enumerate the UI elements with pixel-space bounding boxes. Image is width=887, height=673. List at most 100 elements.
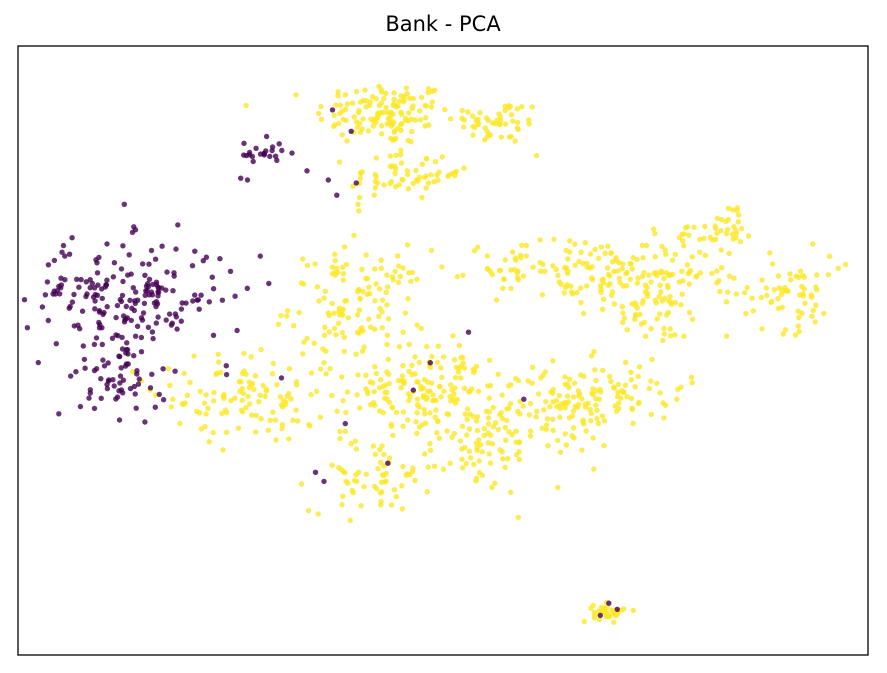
scatter-point-class-1 — [566, 384, 572, 391]
scatter-point-class-0 — [53, 341, 59, 347]
scatter-point-class-0 — [136, 376, 142, 382]
scatter-point-class-1 — [357, 326, 364, 333]
scatter-point-class-1 — [388, 421, 394, 427]
scatter-point-class-1 — [663, 269, 670, 276]
scatter-point-class-1 — [451, 357, 458, 363]
scatter-point-class-0 — [342, 420, 348, 427]
scatter-point-class-1 — [130, 369, 136, 375]
scatter-point-class-0 — [69, 299, 76, 305]
scatter-point-class-1 — [680, 238, 686, 244]
scatter-point-class-1 — [464, 406, 471, 412]
scatter-point-class-1 — [736, 212, 742, 218]
scatter-point-class-1 — [224, 429, 230, 435]
scatter-point-class-1 — [404, 168, 410, 174]
scatter-point-class-0 — [171, 270, 177, 276]
scatter-point-class-0 — [427, 360, 433, 366]
scatter-point-class-0 — [163, 317, 169, 323]
scatter-point-class-1 — [366, 316, 372, 322]
scatter-point-class-1 — [628, 369, 634, 375]
scatter-point-class-1 — [423, 185, 429, 191]
scatter-point-class-1 — [533, 414, 539, 420]
scatter-point-class-1 — [390, 111, 396, 118]
scatter-point-class-1 — [580, 260, 586, 267]
scatter-point-class-0 — [125, 351, 131, 357]
scatter-point-class-1 — [750, 308, 756, 314]
scatter-point-class-0 — [597, 612, 603, 619]
scatter-point-class-0 — [95, 282, 101, 288]
scatter-point-class-1 — [499, 392, 505, 398]
scatter-point-class-1 — [332, 269, 338, 276]
scatter-point-class-1 — [778, 291, 785, 298]
scatter-point-class-1 — [471, 248, 478, 254]
scatter-point-class-1 — [252, 373, 259, 379]
scatter-point-class-1 — [661, 325, 667, 332]
scatter-point-class-1 — [348, 441, 354, 447]
scatter-point-class-1 — [315, 511, 321, 517]
scatter-point-class-0 — [104, 304, 110, 310]
scatter-point-class-1 — [588, 605, 594, 611]
scatter-point-class-1 — [258, 346, 264, 353]
scatter-point-class-1 — [678, 302, 684, 308]
scatter-point-class-1 — [179, 401, 185, 407]
scatter-point-class-1 — [608, 250, 614, 256]
scatter-point-class-1 — [432, 159, 439, 165]
scatter-point-class-0 — [71, 323, 78, 329]
scatter-point-class-0 — [119, 334, 125, 341]
scatter-point-class-1 — [584, 264, 590, 270]
scatter-point-class-1 — [735, 219, 741, 225]
scatter-point-class-0 — [35, 359, 41, 366]
scatter-point-class-1 — [413, 419, 419, 425]
scatter-point-class-1 — [340, 271, 347, 277]
scatter-point-class-1 — [580, 418, 586, 425]
scatter-point-class-1 — [509, 431, 515, 438]
scatter-point-class-1 — [337, 102, 344, 109]
scatter-point-class-1 — [351, 232, 357, 239]
scatter-point-class-1 — [466, 426, 473, 432]
scatter-point-class-1 — [448, 398, 454, 404]
scatter-point-class-1 — [410, 95, 416, 102]
scatter-point-class-1 — [633, 311, 639, 318]
scatter-point-class-1 — [458, 375, 464, 381]
scatter-point-class-1 — [414, 396, 421, 402]
scatter-point-class-0 — [117, 353, 123, 360]
scatter-point-class-1 — [654, 380, 660, 387]
scatter-point-class-1 — [274, 382, 280, 388]
scatter-point-class-1 — [349, 100, 356, 106]
scatter-point-class-0 — [257, 253, 263, 259]
scatter-point-class-1 — [481, 425, 488, 432]
scatter-point-class-1 — [462, 411, 468, 417]
scatter-point-class-1 — [526, 117, 532, 123]
scatter-point-class-1 — [482, 125, 488, 131]
scatter-point-class-0 — [117, 373, 124, 379]
scatter-point-class-1 — [550, 416, 556, 422]
scatter-point-class-1 — [413, 167, 419, 174]
scatter-point-class-0 — [244, 285, 250, 291]
scatter-point-class-1 — [557, 405, 563, 412]
scatter-point-class-1 — [749, 295, 755, 301]
scatter-point-class-1 — [377, 490, 384, 496]
scatter-point-class-0 — [67, 303, 73, 310]
scatter-point-class-1 — [792, 332, 799, 338]
scatter-point-class-1 — [802, 300, 808, 306]
scatter-point-class-1 — [667, 293, 673, 300]
scatter-point-class-1 — [318, 103, 324, 110]
scatter-point-class-1 — [279, 422, 286, 428]
scatter-point-class-0 — [146, 276, 153, 282]
scatter-point-class-0 — [62, 253, 68, 259]
scatter-point-class-1 — [396, 344, 403, 350]
scatter-point-class-1 — [660, 337, 666, 344]
scatter-point-class-1 — [545, 443, 551, 449]
scatter-point-class-1 — [562, 284, 569, 291]
scatter-point-class-1 — [342, 298, 348, 304]
scatter-point-class-1 — [364, 291, 370, 297]
scatter-point-class-1 — [611, 385, 617, 391]
scatter-point-class-0 — [116, 417, 123, 423]
scatter-point-class-0 — [131, 353, 137, 359]
scatter-point-class-0 — [274, 157, 280, 163]
scatter-point-class-1 — [366, 284, 372, 290]
scatter-point-class-0 — [130, 285, 136, 291]
scatter-point-class-1 — [412, 477, 418, 484]
scatter-point-class-1 — [331, 325, 338, 332]
scatter-point-class-1 — [389, 163, 395, 169]
scatter-point-class-1 — [759, 277, 765, 283]
